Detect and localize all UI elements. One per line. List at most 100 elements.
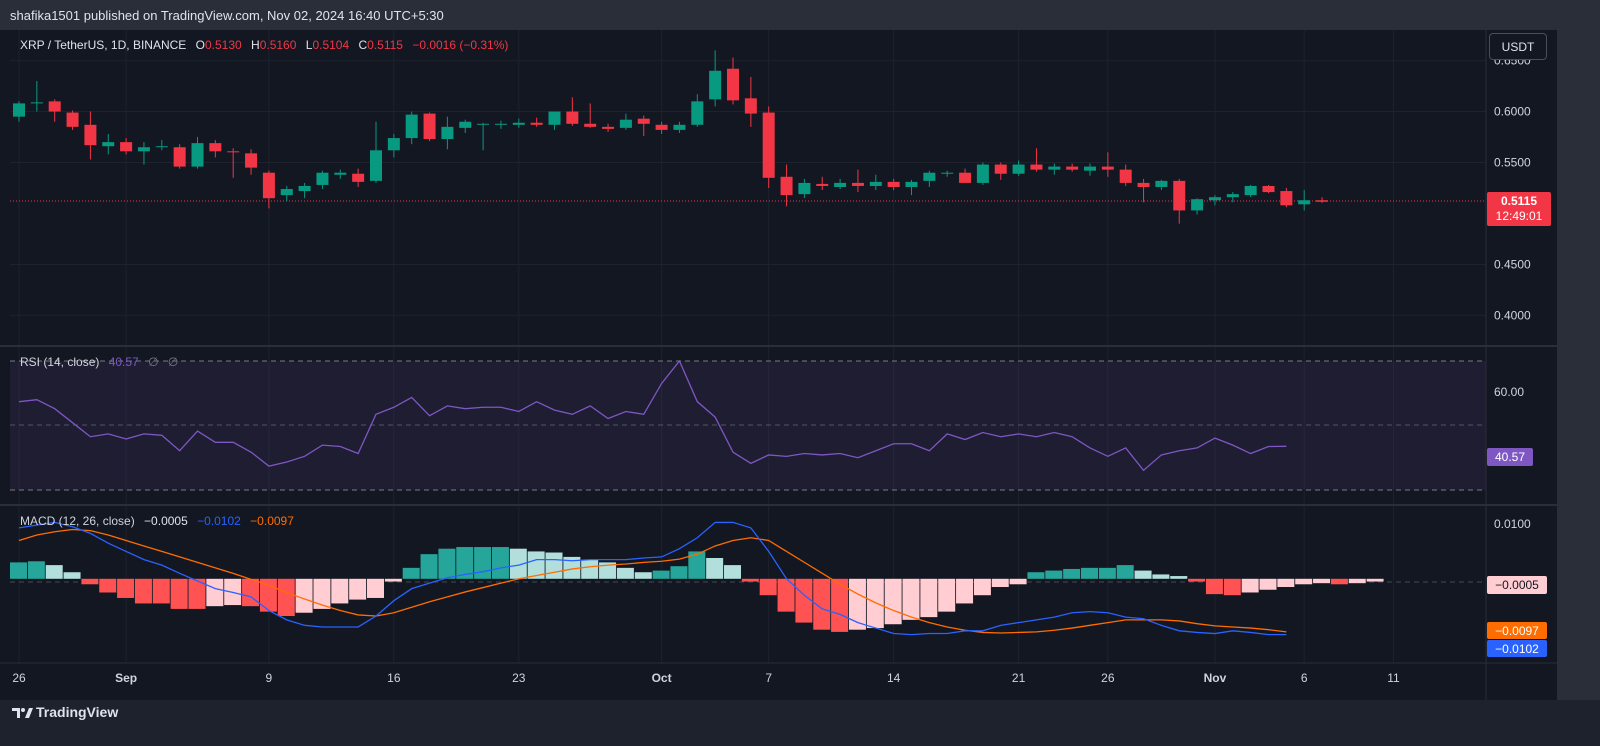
- macd-hist-bar: [1170, 576, 1188, 579]
- candle-body: [780, 176, 793, 196]
- tradingview-brand[interactable]: TradingView: [36, 704, 119, 720]
- footer: [0, 700, 1600, 746]
- signal-line: [18, 528, 1287, 634]
- candle-body: [798, 182, 811, 195]
- macd-hist-bar: [1152, 574, 1170, 579]
- macd-hist-bar: [134, 578, 152, 604]
- macd-hist-bar: [884, 578, 902, 625]
- macd-hist-bar: [616, 567, 634, 579]
- macd-hist-bar: [956, 578, 974, 604]
- candle-body: [1119, 169, 1132, 183]
- signal-value-badge: −0.0097: [1487, 622, 1547, 639]
- rsi-axis-label: 60.00: [1494, 385, 1524, 399]
- candle-body: [30, 102, 43, 104]
- candle-body: [1208, 197, 1221, 201]
- candle-body: [1280, 191, 1293, 206]
- macd-hist-bar: [242, 578, 260, 607]
- candle-body: [709, 70, 722, 100]
- rsi-line: [18, 359, 1287, 472]
- macd-hist-bar: [670, 566, 688, 579]
- time-axis-label: Sep: [115, 671, 137, 685]
- current-price-badge: 0.5115 12:49:01: [1487, 192, 1551, 226]
- rsi-empty-2: ∅: [167, 355, 179, 369]
- rsi-title[interactable]: RSI (14, close): [20, 355, 100, 369]
- candle-body: [1066, 166, 1079, 170]
- macd-hist-bar: [117, 578, 135, 598]
- macd-value-label: −0.0102: [1495, 642, 1539, 656]
- candle-body: [387, 138, 400, 151]
- candle-body: [869, 181, 882, 186]
- macd-hist-bar: [1259, 578, 1277, 590]
- macd-hist-bar: [295, 578, 313, 613]
- macd-hist-bar: [599, 562, 617, 579]
- candle-body: [316, 172, 329, 185]
- macd-hist-bar: [509, 548, 527, 579]
- macd-hist-bar: [795, 578, 813, 623]
- candle-body: [1244, 185, 1257, 196]
- macd-hist-bar: [1081, 567, 1098, 579]
- macd-hist-bar: [831, 578, 849, 632]
- candle-body: [691, 101, 704, 125]
- macd-hist-bar: [349, 578, 367, 600]
- macd-hist-bar: [938, 578, 956, 612]
- candle-body: [976, 164, 989, 183]
- macd-hist-bar: [1134, 570, 1152, 579]
- macd-hist-bar: [741, 578, 759, 582]
- time-axis-label: 21: [1012, 671, 1026, 685]
- candle-body: [48, 101, 61, 112]
- macd-hist-bar: [866, 578, 884, 629]
- candle-body: [352, 173, 365, 182]
- candle-body: [744, 98, 757, 114]
- macd-title[interactable]: MACD (12, 26, close): [20, 514, 135, 528]
- high-label: H: [251, 38, 260, 52]
- time-axis-label: 14: [887, 671, 901, 685]
- publisher-bar: shafika1501 published on TradingView.com…: [0, 0, 1600, 30]
- tradingview-logo-icon[interactable]: [12, 706, 34, 720]
- candle-body: [280, 189, 293, 196]
- hist-value-label: −0.0005: [1495, 578, 1539, 592]
- symbol-label[interactable]: XRP / TetherUS, 1D, BINANCE: [20, 38, 187, 52]
- candle-body: [191, 143, 204, 167]
- macd-hist-bar: [170, 578, 188, 609]
- candle-body: [477, 123, 490, 125]
- currency-button[interactable]: USDT: [1489, 33, 1547, 60]
- rsi-empty-1: ∅: [148, 355, 159, 369]
- candle-body: [548, 111, 561, 125]
- macd-value-badge: −0.0102: [1487, 640, 1547, 657]
- macd-hist-bar: [313, 578, 331, 609]
- candle-body: [245, 153, 258, 168]
- candle-body: [727, 68, 739, 101]
- candle-body: [1012, 164, 1025, 174]
- macd-hist-bar: [1027, 572, 1045, 579]
- macd-legend-macd: −0.0102: [197, 514, 241, 528]
- macd-hist-bar: [1116, 565, 1134, 579]
- time-axis-label: 23: [512, 671, 526, 685]
- candle-body: [155, 146, 168, 148]
- time-axis-label: Oct: [652, 671, 672, 685]
- candle-body: [1030, 164, 1043, 170]
- macd-hist-bar: [813, 578, 831, 630]
- candle-body: [370, 150, 382, 181]
- macd-hist-bar: [688, 551, 706, 579]
- axes: 26Sep91623Oct7142126Nov6110.65000.60000.…: [12, 54, 1531, 685]
- macd-hist-bar: [1223, 578, 1241, 596]
- candle-body: [851, 182, 864, 186]
- macd-hist-bar: [45, 565, 63, 579]
- time-axis-label: 26: [1101, 671, 1115, 685]
- macd-hist-bar: [527, 551, 545, 579]
- candle-body: [816, 183, 829, 186]
- macd-hist-bar: [706, 558, 724, 579]
- macd-hist-bar: [724, 565, 741, 579]
- macd-hist-bar: [1045, 570, 1063, 579]
- macd-hist-bar: [27, 561, 45, 579]
- candle-body: [959, 172, 972, 183]
- rsi-series: [18, 359, 1287, 472]
- candle-body: [1137, 182, 1150, 187]
- price-legend: XRP / TetherUS, 1D, BINANCE O0.5130 H0.5…: [20, 38, 508, 52]
- candle-body: [655, 124, 668, 130]
- low-value: 0.5104: [312, 38, 350, 52]
- price-axis-label: 0.6000: [1494, 105, 1531, 119]
- candle-body: [173, 147, 186, 167]
- macd-hist-bar: [1277, 578, 1295, 588]
